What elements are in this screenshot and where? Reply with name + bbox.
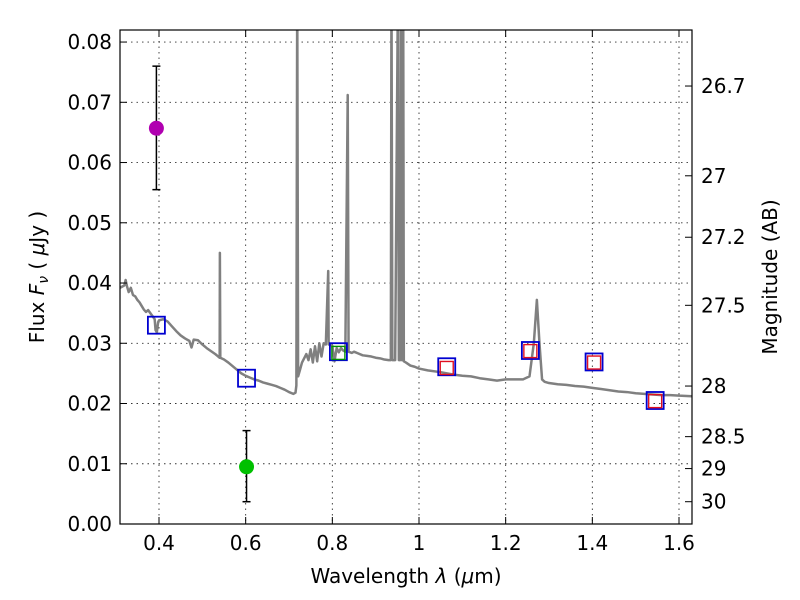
- plot-frame: [119, 29, 693, 525]
- x-tick-label: 0.4: [143, 531, 175, 555]
- x-tick-label: 1.2: [490, 531, 522, 555]
- y2-axis-title: Magnitude (AB): [758, 199, 782, 354]
- x-tick-label: 0.6: [230, 531, 262, 555]
- model-box-marker: [146, 315, 166, 335]
- y2-tick-label: 27.5: [701, 293, 746, 317]
- y-tick-label: 0.05: [67, 211, 112, 235]
- y-tick-label: 0.00: [67, 512, 112, 536]
- model-box-marker: [328, 342, 348, 362]
- axis-ticks: 0.4 0.6 0.8 1 1.2 1.4 1.6 0.00 0.01 0.02 0.03 0.04 0…: [67, 30, 746, 555]
- y-tick-label: 0.04: [67, 271, 112, 295]
- x-tick-label: 1.4: [576, 531, 608, 555]
- photometry-markers: [146, 65, 665, 503]
- y-tick-label: 0.02: [67, 392, 112, 416]
- y-tick-label: 0.03: [67, 331, 112, 355]
- y2-tick-label: 29: [701, 457, 726, 481]
- grid-lines: [120, 30, 692, 525]
- x-tick-label: 1: [413, 531, 426, 555]
- y2-tick-label: 26.7: [701, 74, 746, 98]
- x-tick-label: 0.8: [316, 531, 348, 555]
- green-point: [239, 459, 255, 475]
- y2-tick-label: 27: [701, 164, 726, 188]
- observed-box-marker: [331, 345, 346, 361]
- y-tick-label: 0.06: [67, 151, 112, 175]
- model-box-marker: [520, 341, 540, 360]
- y-axis-title: Flux Fν ( μJy ): [25, 211, 52, 343]
- model-box-marker: [437, 357, 457, 377]
- x-tick-label: 1.6: [663, 531, 695, 555]
- y-tick-label: 0.01: [67, 452, 112, 476]
- observed-box-marker: [439, 360, 454, 376]
- y2-tick-label: 28: [701, 374, 726, 398]
- y2-tick-label: 30: [701, 490, 726, 514]
- observed-box-marker: [647, 393, 663, 409]
- observed-box-marker: [586, 355, 602, 370]
- x-axis-title: Wavelength λ (μm): [310, 564, 501, 588]
- y2-tick-label: 27.2: [701, 225, 746, 249]
- model-box-marker: [237, 368, 256, 388]
- spectrum-line: [120, 30, 692, 398]
- observed-box-marker: [523, 343, 538, 359]
- model-box-marker: [584, 352, 604, 372]
- y-tick-label: 0.07: [67, 90, 112, 114]
- y-tick-label: 0.08: [67, 30, 112, 54]
- model-box-marker: [645, 391, 665, 410]
- magenta-point: [148, 120, 164, 136]
- y2-tick-label: 28.5: [701, 425, 746, 449]
